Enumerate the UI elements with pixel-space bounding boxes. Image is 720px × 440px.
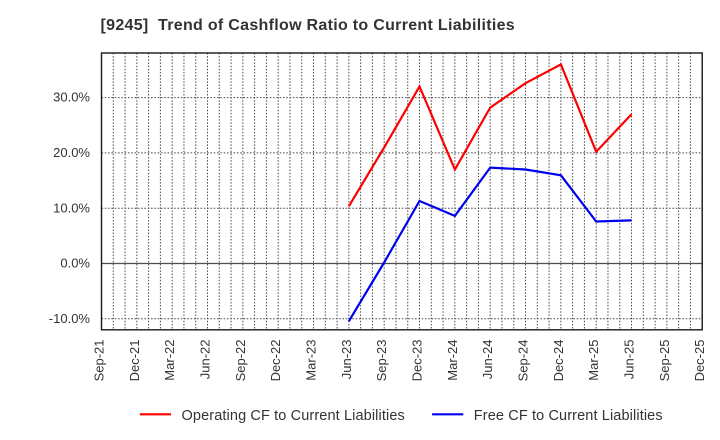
svg-text:Mar-25: Mar-25 bbox=[586, 340, 601, 381]
svg-text:Sep-24: Sep-24 bbox=[516, 340, 531, 382]
svg-text:Mar-24: Mar-24 bbox=[445, 340, 460, 381]
svg-text:20.0%: 20.0% bbox=[53, 145, 90, 160]
svg-text:Dec-21: Dec-21 bbox=[127, 340, 142, 382]
svg-text:Free CF to Current Liabilities: Free CF to Current Liabilities bbox=[474, 408, 663, 424]
svg-text:Sep-25: Sep-25 bbox=[657, 340, 672, 382]
svg-text:Jun-25: Jun-25 bbox=[622, 340, 637, 380]
svg-text:Operating CF to Current Liabil: Operating CF to Current Liabilities bbox=[182, 408, 405, 424]
svg-text:0.0%: 0.0% bbox=[60, 256, 90, 271]
svg-text:Dec-24: Dec-24 bbox=[551, 340, 566, 382]
svg-text:Dec-22: Dec-22 bbox=[268, 340, 283, 382]
svg-text:Jun-24: Jun-24 bbox=[480, 340, 495, 380]
svg-text:Sep-23: Sep-23 bbox=[374, 340, 389, 382]
svg-text:30.0%: 30.0% bbox=[53, 90, 90, 105]
svg-text:Dec-25: Dec-25 bbox=[692, 340, 707, 382]
svg-text:[9245] Trend of Cashflow Rati: [9245] Trend of Cashflow Ratio to Curren… bbox=[101, 17, 515, 34]
svg-text:Mar-23: Mar-23 bbox=[304, 340, 319, 381]
svg-text:Mar-22: Mar-22 bbox=[162, 340, 177, 381]
svg-text:10.0%: 10.0% bbox=[53, 200, 90, 215]
svg-text:Sep-21: Sep-21 bbox=[92, 340, 107, 382]
svg-text:Sep-22: Sep-22 bbox=[233, 340, 248, 382]
svg-text:Dec-23: Dec-23 bbox=[410, 340, 425, 382]
svg-text:-10.0%: -10.0% bbox=[49, 311, 91, 326]
svg-text:Jun-22: Jun-22 bbox=[198, 340, 213, 380]
svg-text:Jun-23: Jun-23 bbox=[339, 340, 354, 380]
